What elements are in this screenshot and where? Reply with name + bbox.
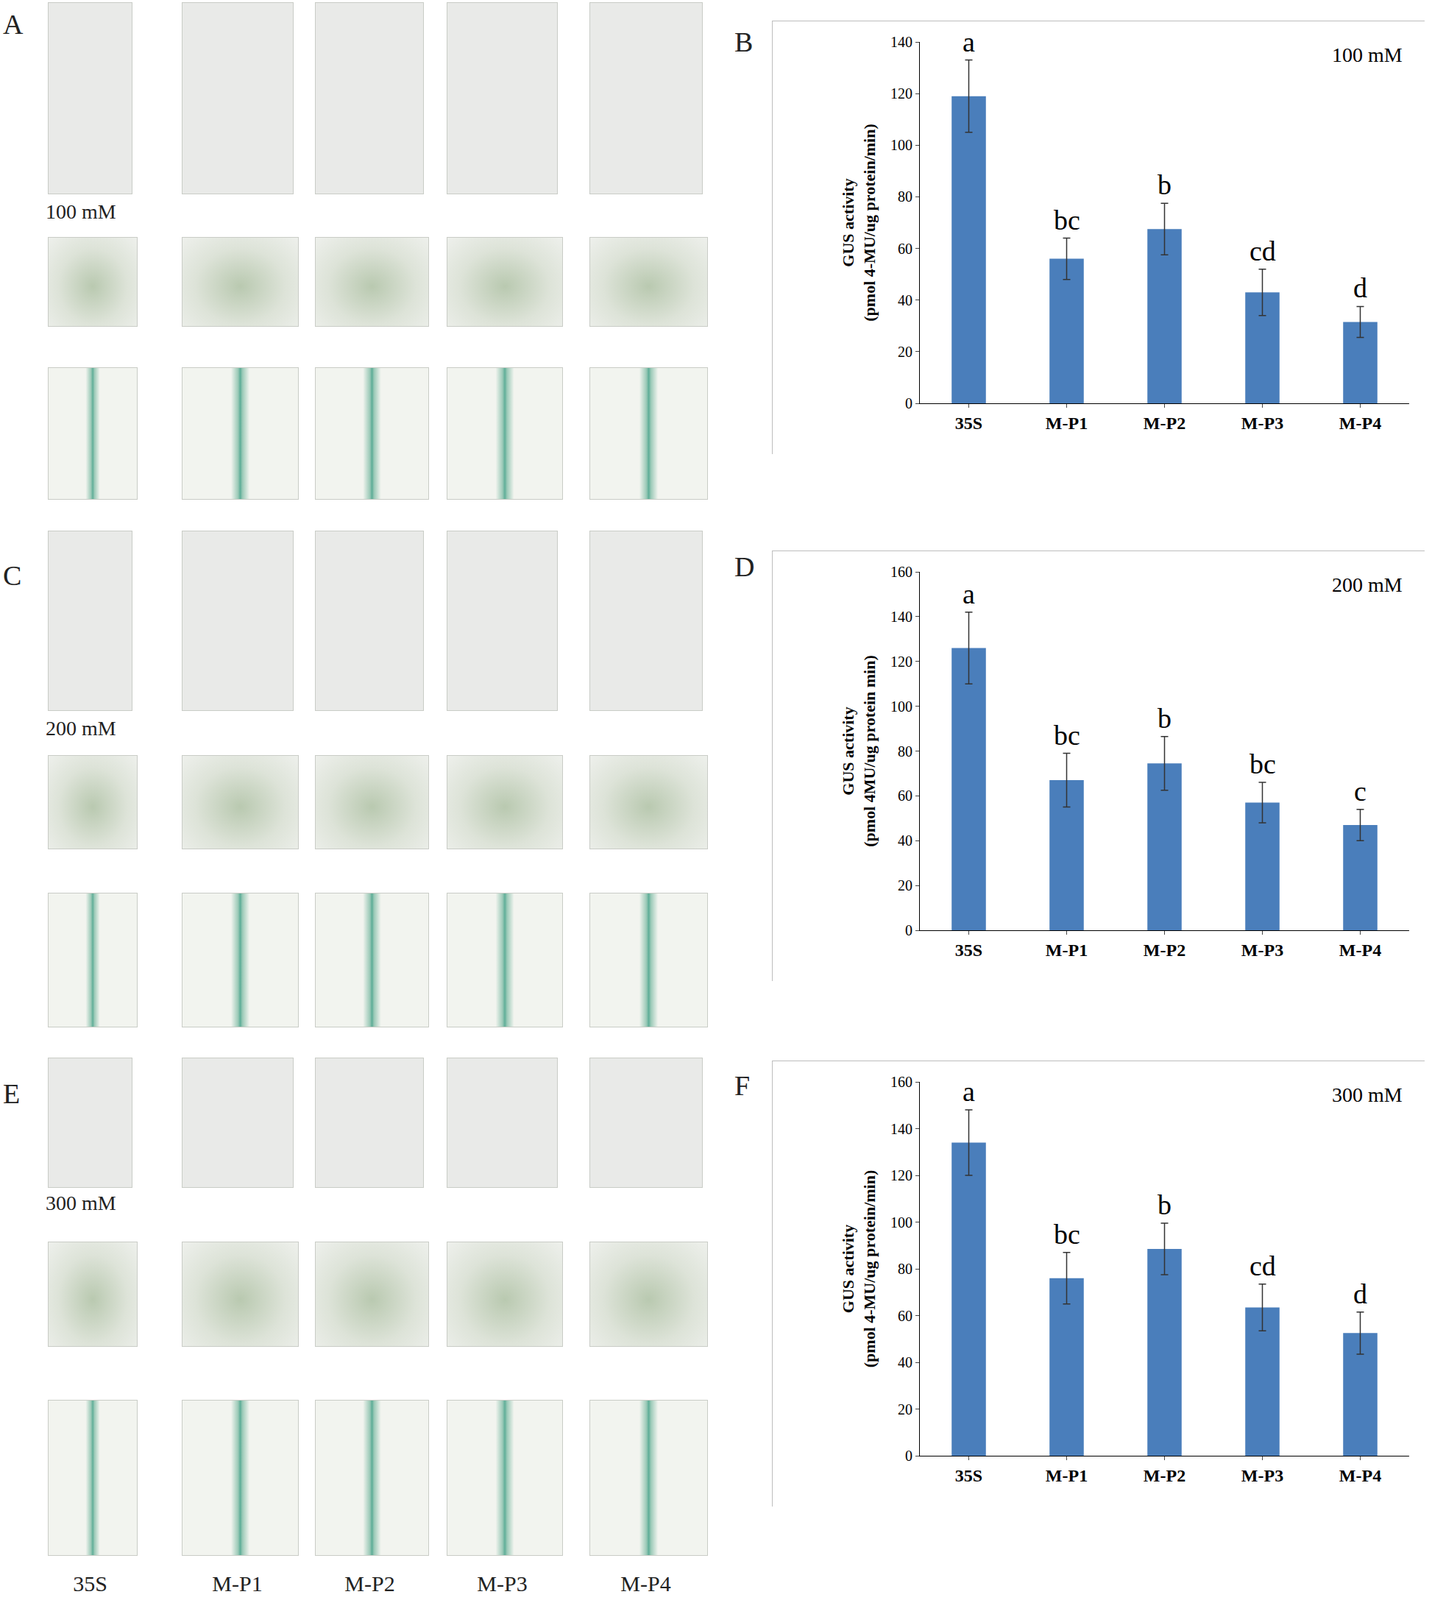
svg-text:GUS activity(pmol 4MU/ug prote: GUS activity(pmol 4MU/ug protein min) [838,654,879,847]
html-text:35S: 35S [72,1571,108,1596]
svg-text:35S: 35S [955,1465,983,1485]
svg-text:140: 140 [890,1120,913,1137]
svg-text:M-P3: M-P3 [1241,1465,1284,1485]
html-text:F: F [734,1069,750,1101]
svg-text:20: 20 [897,343,913,360]
svg-text:M-P3: M-P3 [1241,413,1284,433]
svg-text:bc: bc [1249,748,1276,780]
svg-text:20: 20 [897,877,913,894]
svg-text:140: 140 [890,33,913,51]
svg-text:a: a [962,1075,976,1107]
svg-text:cd: cd [1249,235,1276,267]
svg-text:b: b [1157,1189,1172,1221]
svg-text:cd: cd [1249,1250,1276,1282]
svg-text:bc: bc [1053,204,1081,236]
svg-text:M-P2: M-P2 [1143,413,1186,433]
svg-text:120: 120 [890,1167,913,1184]
svg-text:60: 60 [897,787,913,804]
html-text:B: B [734,26,754,58]
svg-text:120: 120 [890,653,913,670]
svg-text:M-P2: M-P2 [1143,940,1186,960]
svg-text:bc: bc [1053,1218,1081,1250]
svg-text:100: 100 [890,136,913,154]
svg-text:100: 100 [890,1214,913,1231]
svg-text:a: a [962,26,976,58]
svg-text:0: 0 [905,395,913,412]
svg-text:GUS activity(pmol 4-MU/ug prot: GUS activity(pmol 4-MU/ug protein/min) [838,1170,879,1368]
svg-text:M-P4: M-P4 [1339,1465,1382,1485]
svg-text:M-P4: M-P4 [1339,413,1382,433]
html-text:200 mM: 200 mM [45,716,117,740]
svg-text:d: d [1353,1278,1368,1310]
svg-text:40: 40 [897,292,913,309]
svg-text:GUS activity(pmol 4-MU/ug prot: GUS activity(pmol 4-MU/ug protein/min) [838,123,879,321]
svg-text:200 mM: 200 mM [1331,573,1403,597]
svg-text:35S: 35S [955,940,983,960]
svg-text:300 mM: 300 mM [1331,1083,1403,1107]
html-text:100 mM: 100 mM [45,200,117,223]
svg-text:60: 60 [897,1307,913,1324]
svg-text:80: 80 [897,1260,913,1277]
svg-text:d: d [1353,272,1368,304]
svg-text:M-P1: M-P1 [1045,940,1088,960]
svg-text:80: 80 [897,743,913,760]
html-text:M-P1: M-P1 [212,1571,263,1596]
html-text:D: D [734,551,755,583]
svg-text:100: 100 [890,698,913,715]
svg-text:a: a [962,578,976,610]
html-text:300 mM: 300 mM [45,1191,117,1215]
svg-text:M-P4: M-P4 [1339,940,1382,960]
svg-text:M-P1: M-P1 [1045,1465,1088,1485]
svg-text:M-P3: M-P3 [1241,940,1284,960]
svg-text:140: 140 [890,608,913,625]
svg-text:bc: bc [1053,719,1081,751]
svg-text:c: c [1353,775,1367,807]
svg-text:40: 40 [897,832,913,849]
svg-text:35S: 35S [955,413,983,433]
html-text:C: C [2,559,22,591]
svg-text:40: 40 [897,1353,913,1371]
html-text:A: A [2,8,24,40]
svg-text:M-P2: M-P2 [1143,1465,1186,1485]
svg-text:0: 0 [905,922,913,939]
svg-text:b: b [1157,702,1172,734]
html-text:M-P2: M-P2 [344,1571,395,1596]
svg-text:20: 20 [897,1401,913,1418]
svg-text:120: 120 [890,85,913,102]
svg-text:b: b [1157,169,1172,201]
svg-text:0: 0 [905,1447,913,1464]
svg-text:80: 80 [897,188,913,205]
html-text:M-P4: M-P4 [620,1571,671,1596]
svg-text:60: 60 [897,240,913,257]
svg-text:160: 160 [890,1073,913,1090]
html-text:M-P3: M-P3 [477,1571,528,1596]
html-text:E: E [2,1078,21,1109]
svg-text:M-P1: M-P1 [1045,413,1088,433]
svg-text:100 mM: 100 mM [1331,43,1403,67]
svg-text:160: 160 [890,563,913,580]
